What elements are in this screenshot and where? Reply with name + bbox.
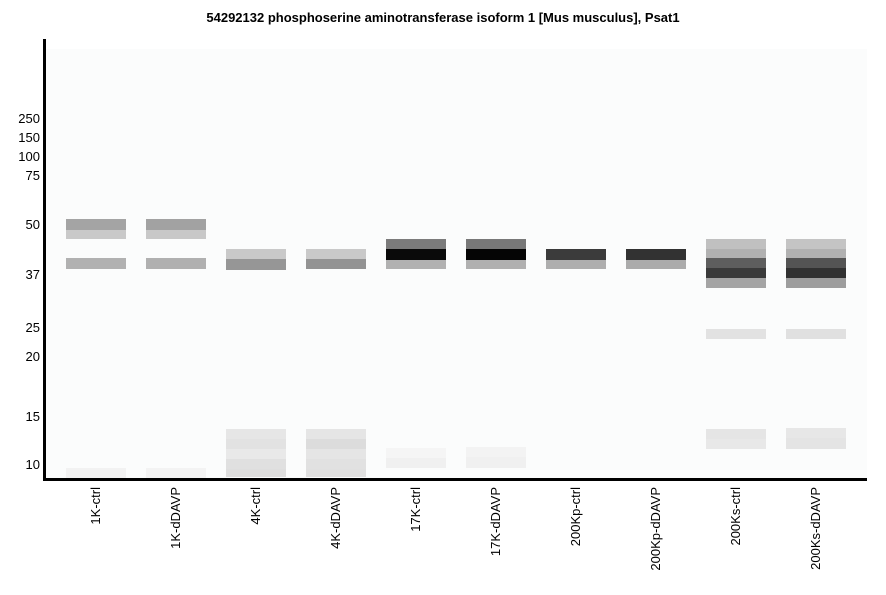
gel-band xyxy=(386,260,446,269)
gel-band xyxy=(146,258,206,269)
mw-marker-37: 37 xyxy=(25,267,40,282)
y-axis-line xyxy=(43,39,46,481)
gel-band xyxy=(226,259,286,270)
gel-band xyxy=(786,438,846,449)
lane-label-200Kp-ctrl: 200Kp-ctrl xyxy=(568,487,583,547)
gel-band xyxy=(466,260,526,269)
gel-band xyxy=(786,268,846,278)
lane-label-1K-ctrl: 1K-ctrl xyxy=(88,487,103,525)
mw-marker-50: 50 xyxy=(25,217,40,232)
lane-label-4K-dDAVP: 4K-dDAVP xyxy=(328,487,343,549)
figure-title: 54292132 phosphoserine aminotransferase … xyxy=(206,10,680,25)
gel-band xyxy=(786,258,846,268)
lane-label-4K-ctrl: 4K-ctrl xyxy=(248,487,263,525)
mw-marker-10: 10 xyxy=(25,457,40,472)
gel-band xyxy=(226,469,286,477)
mw-marker-150: 150 xyxy=(18,130,40,145)
gel-band xyxy=(546,249,606,260)
gel-band xyxy=(306,429,366,439)
gel-band xyxy=(226,459,286,469)
gel-band xyxy=(306,259,366,269)
gel-band xyxy=(706,329,766,339)
gel-band xyxy=(226,429,286,439)
gel-band xyxy=(786,428,846,438)
gel-band xyxy=(226,249,286,259)
gel-band xyxy=(66,219,126,230)
gel-band xyxy=(386,458,446,468)
gel-band xyxy=(706,258,766,268)
gel-band xyxy=(706,239,766,249)
gel-band xyxy=(786,239,846,249)
gel-band xyxy=(226,449,286,459)
gel-band xyxy=(786,329,846,339)
gel-band xyxy=(466,249,526,260)
lane-label-200Ks-dDAVP: 200Ks-dDAVP xyxy=(808,487,823,570)
gel-band xyxy=(306,449,366,459)
gel-band xyxy=(706,278,766,288)
gel-band xyxy=(306,249,366,259)
gel-band xyxy=(466,457,526,468)
gel-band xyxy=(706,249,766,258)
mw-marker-15: 15 xyxy=(25,409,40,424)
gel-band xyxy=(786,278,846,288)
gel-band xyxy=(306,439,366,449)
gel-band xyxy=(626,249,686,260)
gel-band xyxy=(706,439,766,449)
gel-band xyxy=(146,219,206,230)
gel-band xyxy=(786,249,846,258)
lane-label-17K-dDAVP: 17K-dDAVP xyxy=(488,487,503,557)
gel-band xyxy=(146,230,206,239)
mw-marker-25: 25 xyxy=(25,320,40,335)
mw-marker-20: 20 xyxy=(25,349,40,364)
gel-band xyxy=(706,429,766,439)
gel-band xyxy=(466,447,526,457)
gel-band xyxy=(306,459,366,469)
gel-band xyxy=(306,469,366,477)
x-axis-line xyxy=(43,478,867,481)
lane-label-17K-ctrl: 17K-ctrl xyxy=(408,487,423,532)
lane-label-200Ks-ctrl: 200Ks-ctrl xyxy=(728,487,743,546)
lane-label-200Kp-dDAVP: 200Kp-dDAVP xyxy=(648,487,663,571)
gel-band xyxy=(226,439,286,449)
gel-band xyxy=(546,260,606,269)
mw-marker-250: 250 xyxy=(18,111,40,126)
gel-band xyxy=(386,249,446,260)
gel-band xyxy=(66,230,126,239)
gel-band xyxy=(626,260,686,269)
gel-band xyxy=(66,258,126,269)
gel-band xyxy=(386,239,446,249)
gel-band xyxy=(66,468,126,478)
lane-label-1K-dDAVP: 1K-dDAVP xyxy=(168,487,183,549)
gel-band xyxy=(706,268,766,278)
mw-marker-100: 100 xyxy=(18,149,40,164)
gel-band xyxy=(386,448,446,458)
gel-band xyxy=(466,239,526,249)
mw-marker-75: 75 xyxy=(25,168,40,183)
gel-band xyxy=(146,468,206,478)
